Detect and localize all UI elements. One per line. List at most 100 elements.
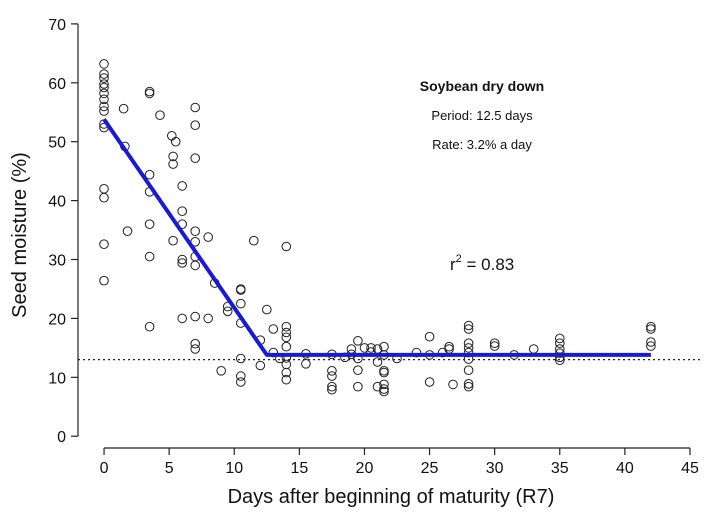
data-point [99,59,109,69]
data-point [281,359,292,370]
data-point [236,377,246,387]
x-tick-label: 25 [421,460,439,477]
r-squared-superscript: 2 [456,253,462,265]
data-point [555,333,565,344]
data-point [372,357,383,367]
data-point [353,381,363,392]
data-point [463,365,474,376]
data-point [463,347,474,358]
data-point [353,365,363,376]
data-point [177,313,187,324]
data-point [99,94,109,105]
data-point [190,260,200,271]
data-point [379,379,389,390]
data-point [236,353,246,364]
x-tick-label: 45 [681,460,699,477]
data-point [379,386,389,397]
data-point [255,360,266,371]
r-squared-value: = 0.83 [462,255,514,274]
data-point [366,343,376,353]
data-point [646,341,656,351]
data-point [190,153,200,163]
data-point [646,324,656,334]
fit-line-layer [102,118,651,357]
data-point [379,367,389,378]
x-tick-label: 15 [290,460,308,477]
data-point [489,341,500,351]
data-point [167,131,177,141]
data-point [646,321,656,332]
data-point [144,88,155,99]
data-point [327,384,337,395]
data-point [144,321,155,332]
data-point [144,86,155,97]
data-point [190,226,200,236]
data-point [144,219,155,229]
data-point [463,320,474,331]
data-point [424,331,435,342]
data-point [411,347,422,358]
data-point [281,332,292,343]
data-point [168,159,178,169]
data-point [301,359,311,369]
x-tick-label: 40 [616,460,634,477]
data-point [99,82,109,93]
data-point [379,366,389,376]
data-point [155,110,165,120]
y-tick-label: 0 [57,429,66,446]
data-point [281,374,292,385]
data-point [170,136,181,147]
data-point [99,275,109,286]
x-tick-label: 20 [356,460,374,477]
data-point [327,366,337,376]
data-point [236,285,246,295]
data-point [268,324,279,334]
data-point [463,324,474,334]
y-tick-label: 60 [48,76,66,93]
data-point [424,377,435,387]
data-point [379,384,389,394]
data-point [327,381,337,392]
data-point [177,258,187,268]
y-tick-label: 40 [48,194,66,211]
data-point [203,313,213,324]
data-point [528,344,539,354]
data-point [281,327,292,338]
data-point [99,79,109,89]
data-point [281,241,292,252]
y-axis-title: Seed moisture (%) [9,152,31,318]
data-point [444,344,454,354]
data-point [99,101,109,112]
data-point [463,343,474,353]
data-point [448,379,458,390]
data-point [99,106,109,116]
y-tick-label: 70 [48,17,66,34]
data-points [99,59,656,397]
data-point [346,344,357,354]
data-point [372,381,383,392]
data-point [190,311,200,322]
data-point [118,103,129,114]
data-point [463,381,474,392]
data-point [262,304,272,315]
data-point [99,192,109,203]
y-tick-label: 20 [48,311,66,328]
x-tick-label: 5 [165,460,174,477]
axes: 0 5 10 15 20 25 30 35 40 45 0 10 20 30 40 50 60 70 [48,17,699,477]
data-point [168,151,178,162]
data-point [99,73,109,83]
data-point [281,321,292,332]
data-point [646,337,656,347]
data-point [281,341,292,352]
data-point [268,347,279,358]
data-point [99,239,109,249]
rate-annotation: Rate: 3.2% a day [432,137,532,152]
fit-line [102,118,651,357]
data-point [203,232,213,242]
data-point [144,251,155,262]
data-point [99,184,109,194]
y-tick-label: 10 [48,370,66,387]
period-annotation: Period: 12.5 days [431,108,533,123]
data-point [555,338,565,349]
